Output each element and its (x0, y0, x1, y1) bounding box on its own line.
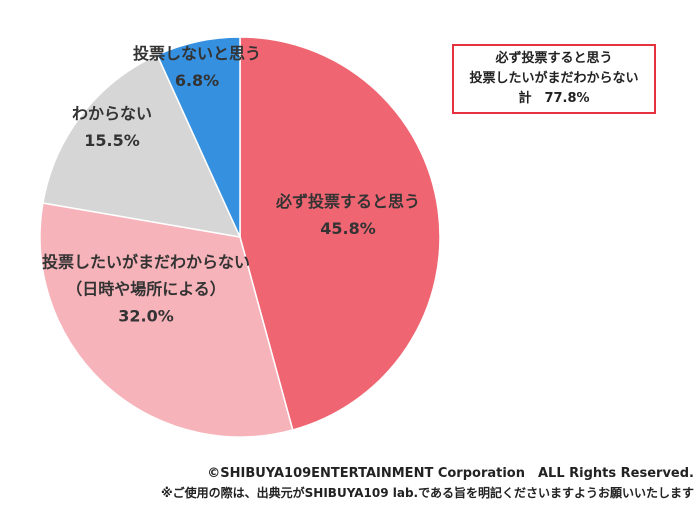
pie-slice-3 (42, 53, 242, 238)
slice-category-label-2: （日時や場所による） (66, 280, 226, 299)
pie-labels: 必ず投票すると思う 45.8% 投票したいがまだわからない （日時や場所による） 32.… (42, 44, 420, 326)
slice-category-label-2: 投票したいがまだわからない (42, 253, 250, 272)
slice-category-label-4: 投票しないと思う (133, 44, 261, 63)
copyright-text: ©SHIBUYA109ENTERTAINMENT Corporation ALL… (207, 466, 694, 481)
callout-line-2: 投票したいがまだわからない (469, 71, 639, 86)
slice-value-label-1: 45.8% (320, 219, 376, 238)
total-callout-box: 必ず投票すると思う 投票したいがまだわからない 計 77.8% (452, 44, 656, 114)
pie-slice-2 (39, 202, 294, 438)
slice-value-label-2: 32.0% (118, 307, 174, 326)
slice-value-label-4: 6.8% (175, 71, 219, 90)
pie-slice-4 (156, 36, 241, 238)
pie-slice-1 (239, 36, 441, 431)
slice-value-label-3: 15.5% (84, 131, 140, 150)
pie-slices (39, 36, 441, 438)
callout-total: 計 77.8% (518, 91, 590, 106)
callout-line-1: 必ず投票すると思う (495, 51, 613, 66)
slice-category-label-3: わからない (72, 104, 152, 123)
usage-notice: ※ご使用の際は、出典元がSHIBUYA109 lab.である旨を明記くださいます… (160, 486, 694, 500)
slice-category-label-1: 必ず投票すると思う (275, 192, 420, 211)
